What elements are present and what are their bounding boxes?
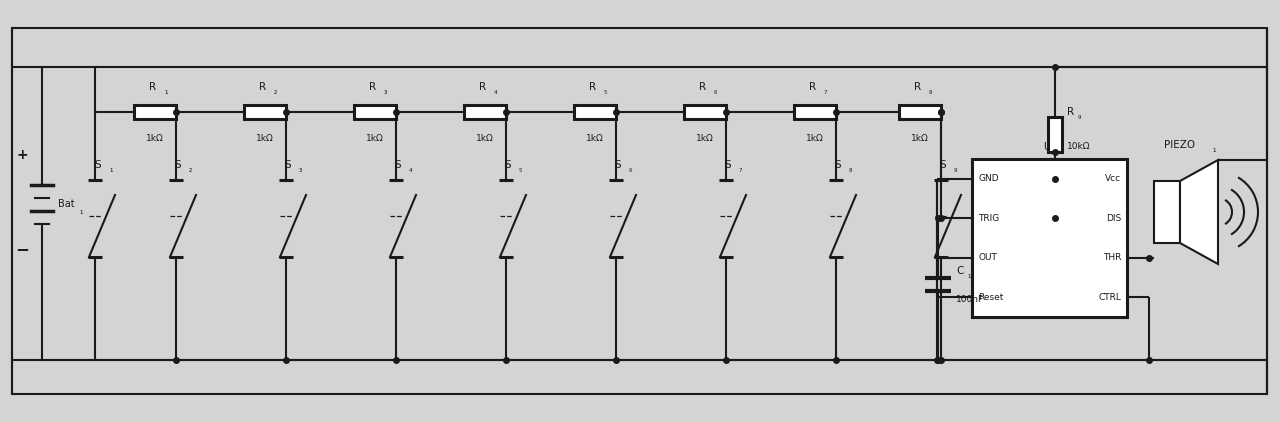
Text: 100nF: 100nF — [956, 295, 984, 303]
Bar — [972, 159, 1126, 317]
Text: ₇: ₇ — [739, 165, 742, 174]
Bar — [1048, 116, 1062, 151]
Text: R: R — [370, 82, 376, 92]
Text: Vcc: Vcc — [1105, 174, 1121, 183]
Text: ₉: ₉ — [1078, 111, 1082, 121]
Text: CTRL: CTRL — [1098, 293, 1121, 302]
Text: ₇: ₇ — [824, 87, 827, 96]
Text: DIS: DIS — [1106, 214, 1121, 223]
Bar — [134, 105, 177, 119]
Text: ₁: ₁ — [79, 206, 82, 216]
Text: ₁: ₁ — [164, 87, 168, 96]
Text: ₄: ₄ — [410, 165, 412, 174]
Text: R: R — [150, 82, 156, 92]
Text: 1kΩ: 1kΩ — [586, 134, 604, 143]
Bar — [1155, 181, 1180, 243]
Text: S: S — [394, 160, 402, 170]
Text: ₈: ₈ — [929, 87, 932, 96]
Bar — [899, 105, 941, 119]
Text: ₃: ₃ — [300, 165, 302, 174]
Text: ₃: ₃ — [384, 87, 388, 96]
Text: Bat: Bat — [58, 199, 74, 209]
Text: ₉: ₉ — [954, 165, 957, 174]
Text: 1kΩ: 1kΩ — [256, 134, 274, 143]
Text: C: C — [956, 266, 964, 276]
Text: 1kΩ: 1kΩ — [146, 134, 164, 143]
Text: OUT: OUT — [978, 253, 997, 262]
Bar — [12, 28, 1267, 394]
Text: R: R — [480, 82, 486, 92]
Bar — [244, 105, 285, 119]
Text: ₆: ₆ — [628, 165, 632, 174]
Text: GND: GND — [978, 174, 998, 183]
Text: ₅: ₅ — [518, 165, 522, 174]
Text: R: R — [1068, 107, 1074, 117]
Text: S: S — [835, 160, 841, 170]
Text: 1kΩ: 1kΩ — [476, 134, 494, 143]
Text: S: S — [724, 160, 731, 170]
Text: TRIG: TRIG — [978, 214, 1000, 223]
Text: Reset: Reset — [978, 293, 1004, 302]
Text: ₁: ₁ — [966, 271, 970, 279]
Text: −: − — [15, 240, 29, 258]
Text: R: R — [809, 82, 817, 92]
Text: U: U — [1043, 142, 1051, 152]
Bar — [355, 105, 396, 119]
Text: R: R — [914, 82, 922, 92]
Text: S: S — [614, 160, 621, 170]
Text: 1kΩ: 1kΩ — [806, 134, 824, 143]
Text: THR: THR — [1102, 253, 1121, 262]
Text: ₂: ₂ — [189, 165, 192, 174]
Text: S: S — [284, 160, 292, 170]
Text: ₄: ₄ — [494, 87, 498, 96]
Text: 10kΩ: 10kΩ — [1068, 141, 1091, 151]
Text: ₁: ₁ — [109, 165, 113, 174]
Text: 1kΩ: 1kΩ — [696, 134, 714, 143]
Bar — [794, 105, 836, 119]
Text: 1kΩ: 1kΩ — [366, 134, 384, 143]
Text: S: S — [174, 160, 182, 170]
Text: R: R — [699, 82, 707, 92]
Text: ₁: ₁ — [1060, 147, 1062, 156]
Text: R: R — [589, 82, 596, 92]
Bar — [684, 105, 726, 119]
Bar — [573, 105, 616, 119]
Text: ₅: ₅ — [604, 87, 608, 96]
Text: ₆: ₆ — [714, 87, 717, 96]
Text: S: S — [940, 160, 946, 170]
Polygon shape — [1180, 160, 1219, 264]
Text: S: S — [504, 160, 511, 170]
Bar — [463, 105, 506, 119]
Text: ₁: ₁ — [1212, 145, 1216, 154]
Text: S: S — [95, 160, 101, 170]
Text: R: R — [260, 82, 266, 92]
Text: PIEZO: PIEZO — [1165, 140, 1196, 150]
Text: ₈: ₈ — [849, 165, 852, 174]
Text: ₂: ₂ — [274, 87, 278, 96]
Text: 1kΩ: 1kΩ — [911, 134, 929, 143]
Text: +: + — [17, 148, 28, 162]
